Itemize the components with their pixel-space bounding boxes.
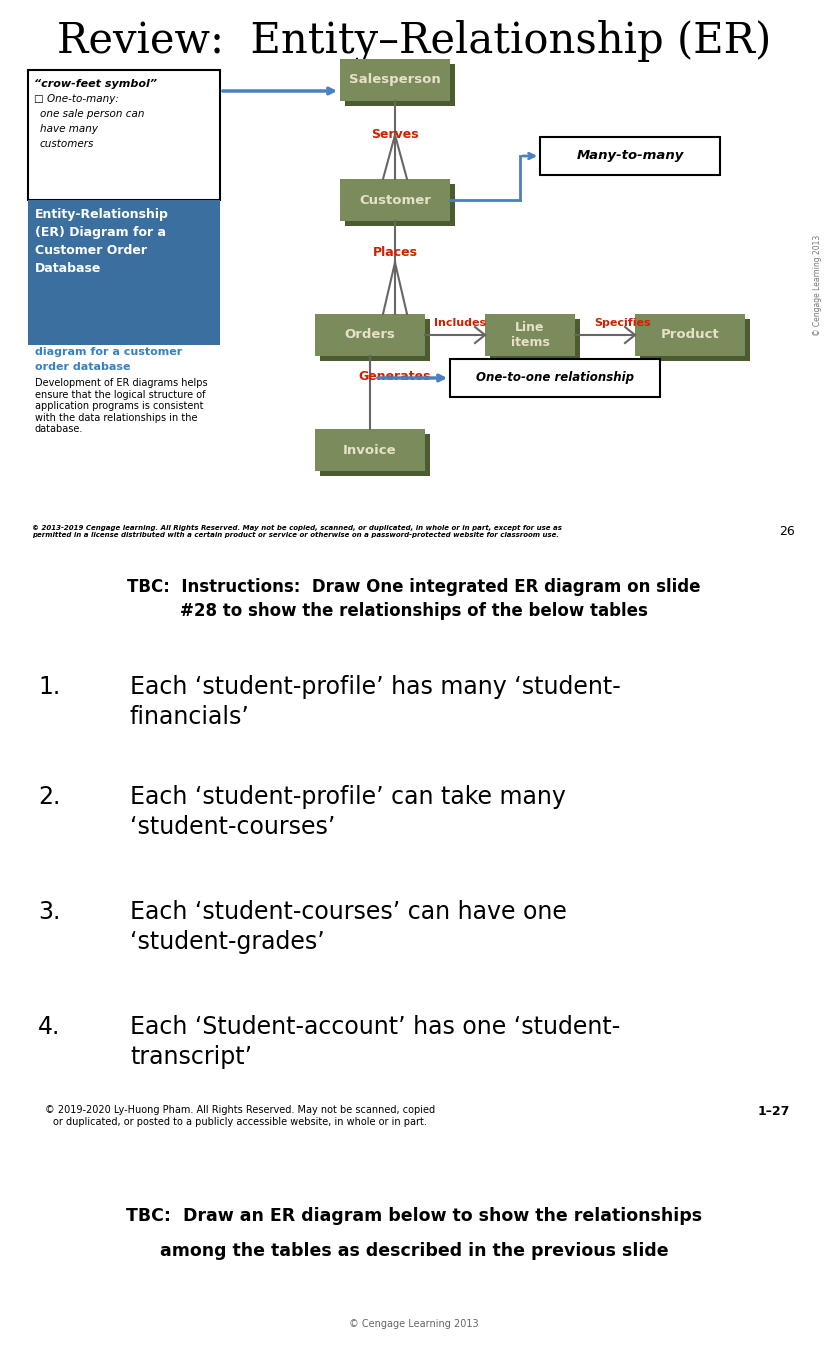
FancyBboxPatch shape	[319, 434, 429, 476]
Text: Database: Database	[35, 262, 101, 274]
FancyBboxPatch shape	[485, 314, 574, 356]
Text: © Cengage Learning 2013: © Cengage Learning 2013	[812, 234, 821, 335]
Text: Many-to-many: Many-to-many	[576, 150, 683, 162]
Text: Entity-Relationship: Entity-Relationship	[35, 208, 169, 220]
Text: Specifies: Specifies	[594, 318, 651, 329]
FancyBboxPatch shape	[634, 314, 744, 356]
FancyBboxPatch shape	[539, 137, 719, 174]
Text: © Cengage Learning 2013: © Cengage Learning 2013	[349, 1320, 478, 1329]
Text: Each ‘student-profile’ has many ‘student-: Each ‘student-profile’ has many ‘student…	[130, 675, 620, 699]
Text: Invoice: Invoice	[342, 443, 396, 457]
Text: TBC:  Instructions:  Draw One integrated ER diagram on slide: TBC: Instructions: Draw One integrated E…	[127, 579, 700, 596]
Text: TBC:  Draw an ER diagram below to show the relationships: TBC: Draw an ER diagram below to show th…	[126, 1207, 701, 1225]
Text: Customer Order: Customer Order	[35, 243, 147, 257]
Text: 2.: 2.	[38, 786, 60, 808]
Text: Product: Product	[660, 329, 719, 342]
Text: Each ‘student-profile’ can take many: Each ‘student-profile’ can take many	[130, 786, 565, 808]
Text: Each ‘Student-account’ has one ‘student-: Each ‘Student-account’ has one ‘student-	[130, 1015, 619, 1038]
Text: Line
items: Line items	[510, 320, 549, 349]
FancyBboxPatch shape	[340, 178, 449, 220]
Text: Review:  Entity–Relationship (ER): Review: Entity–Relationship (ER)	[57, 20, 770, 62]
Text: ‘student-courses’: ‘student-courses’	[130, 815, 335, 840]
Text: order database: order database	[35, 362, 131, 372]
Text: 1.: 1.	[38, 675, 60, 699]
FancyBboxPatch shape	[490, 319, 579, 361]
Text: Includes: Includes	[433, 318, 485, 329]
Text: Serves: Serves	[370, 128, 418, 142]
Text: 4.: 4.	[38, 1015, 60, 1038]
Text: Customer: Customer	[359, 193, 430, 207]
Text: one sale person can: one sale person can	[40, 110, 145, 119]
Text: transcript’: transcript’	[130, 1045, 251, 1069]
Text: customers: customers	[40, 139, 94, 149]
Text: (ER) Diagram for a: (ER) Diagram for a	[35, 226, 165, 239]
Text: Each ‘student-courses’ can have one: Each ‘student-courses’ can have one	[130, 900, 566, 923]
Text: ‘student-grades’: ‘student-grades’	[130, 930, 324, 955]
FancyBboxPatch shape	[345, 184, 455, 226]
Text: #28 to show the relationships of the below tables: #28 to show the relationships of the bel…	[179, 602, 648, 621]
FancyBboxPatch shape	[449, 360, 659, 397]
FancyBboxPatch shape	[345, 64, 455, 105]
Text: One-to-one relationship: One-to-one relationship	[476, 372, 633, 384]
Text: 3.: 3.	[38, 900, 60, 923]
Text: financials’: financials’	[130, 704, 250, 729]
FancyBboxPatch shape	[319, 319, 429, 361]
FancyBboxPatch shape	[340, 59, 449, 101]
Text: Orders: Orders	[344, 329, 395, 342]
Text: Places: Places	[372, 246, 417, 260]
Text: Salesperson: Salesperson	[349, 73, 440, 87]
Text: diagram for a customer: diagram for a customer	[35, 347, 182, 357]
Text: Generates: Generates	[358, 370, 431, 384]
Text: 26: 26	[778, 525, 794, 538]
FancyBboxPatch shape	[314, 314, 424, 356]
Text: have many: have many	[40, 124, 98, 134]
Text: © 2013-2019 Cengage learning. All Rights Reserved. May not be copied, scanned, o: © 2013-2019 Cengage learning. All Rights…	[32, 525, 562, 538]
Text: among the tables as described in the previous slide: among the tables as described in the pre…	[160, 1242, 667, 1260]
Text: “crow-feet symbol”: “crow-feet symbol”	[34, 78, 157, 89]
Text: Development of ER diagrams helps
ensure that the logical structure of
applicatio: Development of ER diagrams helps ensure …	[35, 379, 208, 434]
Text: □ One-to-many:: □ One-to-many:	[34, 95, 119, 104]
FancyBboxPatch shape	[639, 319, 749, 361]
FancyBboxPatch shape	[314, 429, 424, 470]
FancyBboxPatch shape	[28, 70, 220, 200]
FancyBboxPatch shape	[28, 200, 220, 345]
Text: © 2019-2020 Ly-Huong Pham. All Rights Reserved. May not be scanned, copied
or du: © 2019-2020 Ly-Huong Pham. All Rights Re…	[45, 1105, 434, 1126]
Text: 1–27: 1–27	[757, 1105, 789, 1118]
